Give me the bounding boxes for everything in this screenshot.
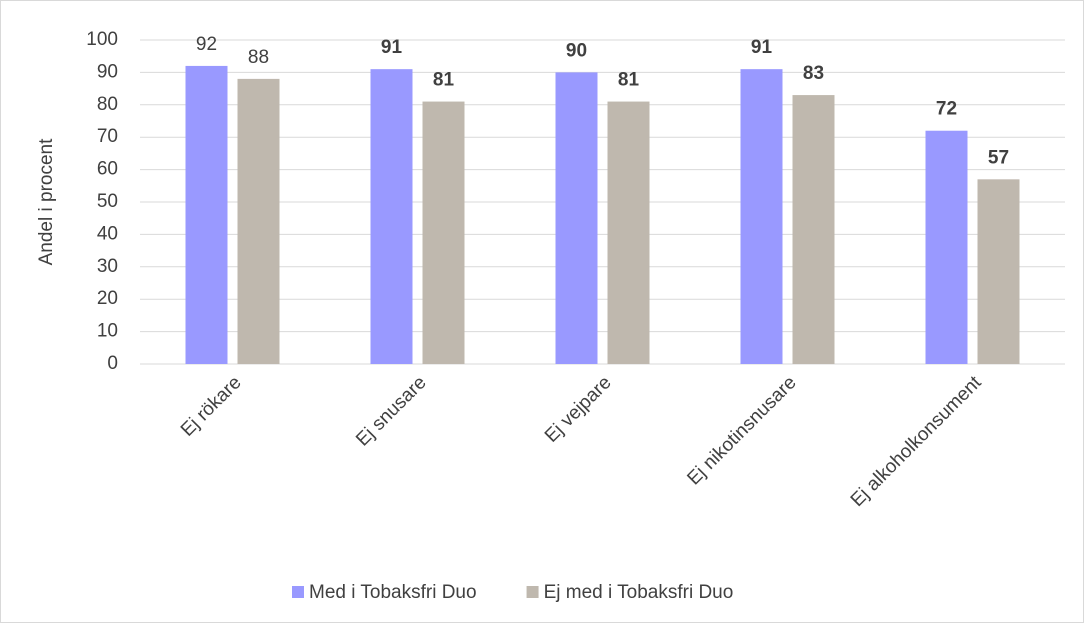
y-tick-label: 60 <box>97 159 118 180</box>
y-tick-label: 40 <box>97 223 118 244</box>
bar <box>422 101 465 364</box>
bar <box>740 69 783 364</box>
data-label: 72 <box>936 99 957 120</box>
data-label: 88 <box>248 47 269 68</box>
legend-label: Med i Tobaksfri Duo <box>309 582 477 603</box>
bar <box>237 78 280 364</box>
y-tick-label: 70 <box>97 126 118 147</box>
y-tick-label: 20 <box>97 288 118 309</box>
y-tick-label: 0 <box>107 353 118 374</box>
y-axis-label: Andel i procent <box>36 138 57 265</box>
bar <box>555 72 598 365</box>
bar <box>792 95 835 364</box>
bar <box>977 179 1020 364</box>
y-tick-label: 100 <box>86 29 118 50</box>
data-label: 90 <box>566 40 587 61</box>
y-tick-label: 30 <box>97 256 118 277</box>
legend-swatch <box>292 586 304 598</box>
data-label: 81 <box>433 70 455 91</box>
data-label: 91 <box>751 37 773 58</box>
data-label: 92 <box>196 34 217 55</box>
legend-label: Ej med i Tobaksfri Duo <box>544 582 734 603</box>
legend-swatch <box>526 586 539 598</box>
data-label: 81 <box>618 70 640 91</box>
y-tick-label: 90 <box>97 61 118 82</box>
bar <box>185 65 228 365</box>
y-tick-label: 10 <box>97 321 118 342</box>
y-tick-label: 80 <box>97 94 118 115</box>
bar <box>607 101 650 364</box>
y-tick-label: 50 <box>97 191 118 212</box>
data-label: 57 <box>988 147 1009 168</box>
data-label: 91 <box>381 37 403 58</box>
bar <box>370 69 413 364</box>
data-label: 83 <box>803 63 824 84</box>
bar <box>925 130 968 364</box>
